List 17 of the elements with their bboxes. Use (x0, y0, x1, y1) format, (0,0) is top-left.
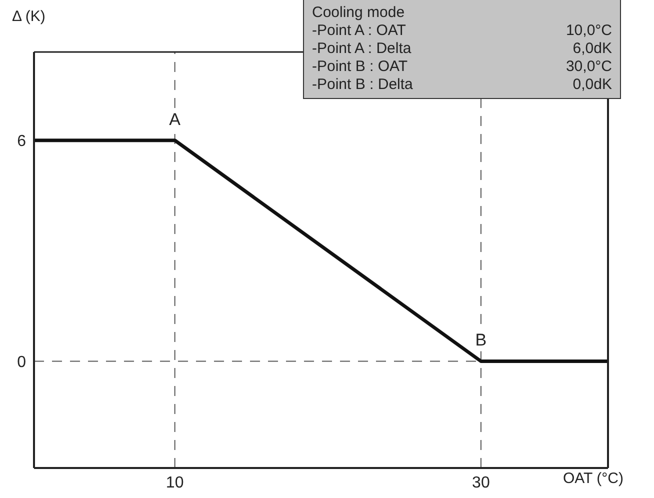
x-axis-title: OAT (°C) (563, 470, 624, 487)
annotation: B (475, 330, 487, 350)
y-tick-label: 6 (17, 133, 26, 150)
x-tick-label: 30 (472, 474, 490, 492)
text: 10,0°C (566, 22, 612, 40)
annotation: 0,0dK (572, 76, 612, 94)
annotation: A (169, 110, 182, 129)
annotation: 6,0dK (572, 40, 612, 58)
y-axis-title: Δ (K) (12, 8, 46, 25)
y-tick-label: 0 (17, 354, 26, 371)
annotation: 30,0°C (566, 58, 612, 76)
text: Cooling mode (312, 4, 406, 22)
annotation: -Point A : Delta (312, 40, 412, 58)
text: -Point A : OAT (312, 22, 406, 40)
annotation: -Point B : OAT (312, 58, 408, 76)
x-tick-label: 10 (166, 474, 184, 492)
annotation: -Point B : Delta (312, 76, 413, 94)
